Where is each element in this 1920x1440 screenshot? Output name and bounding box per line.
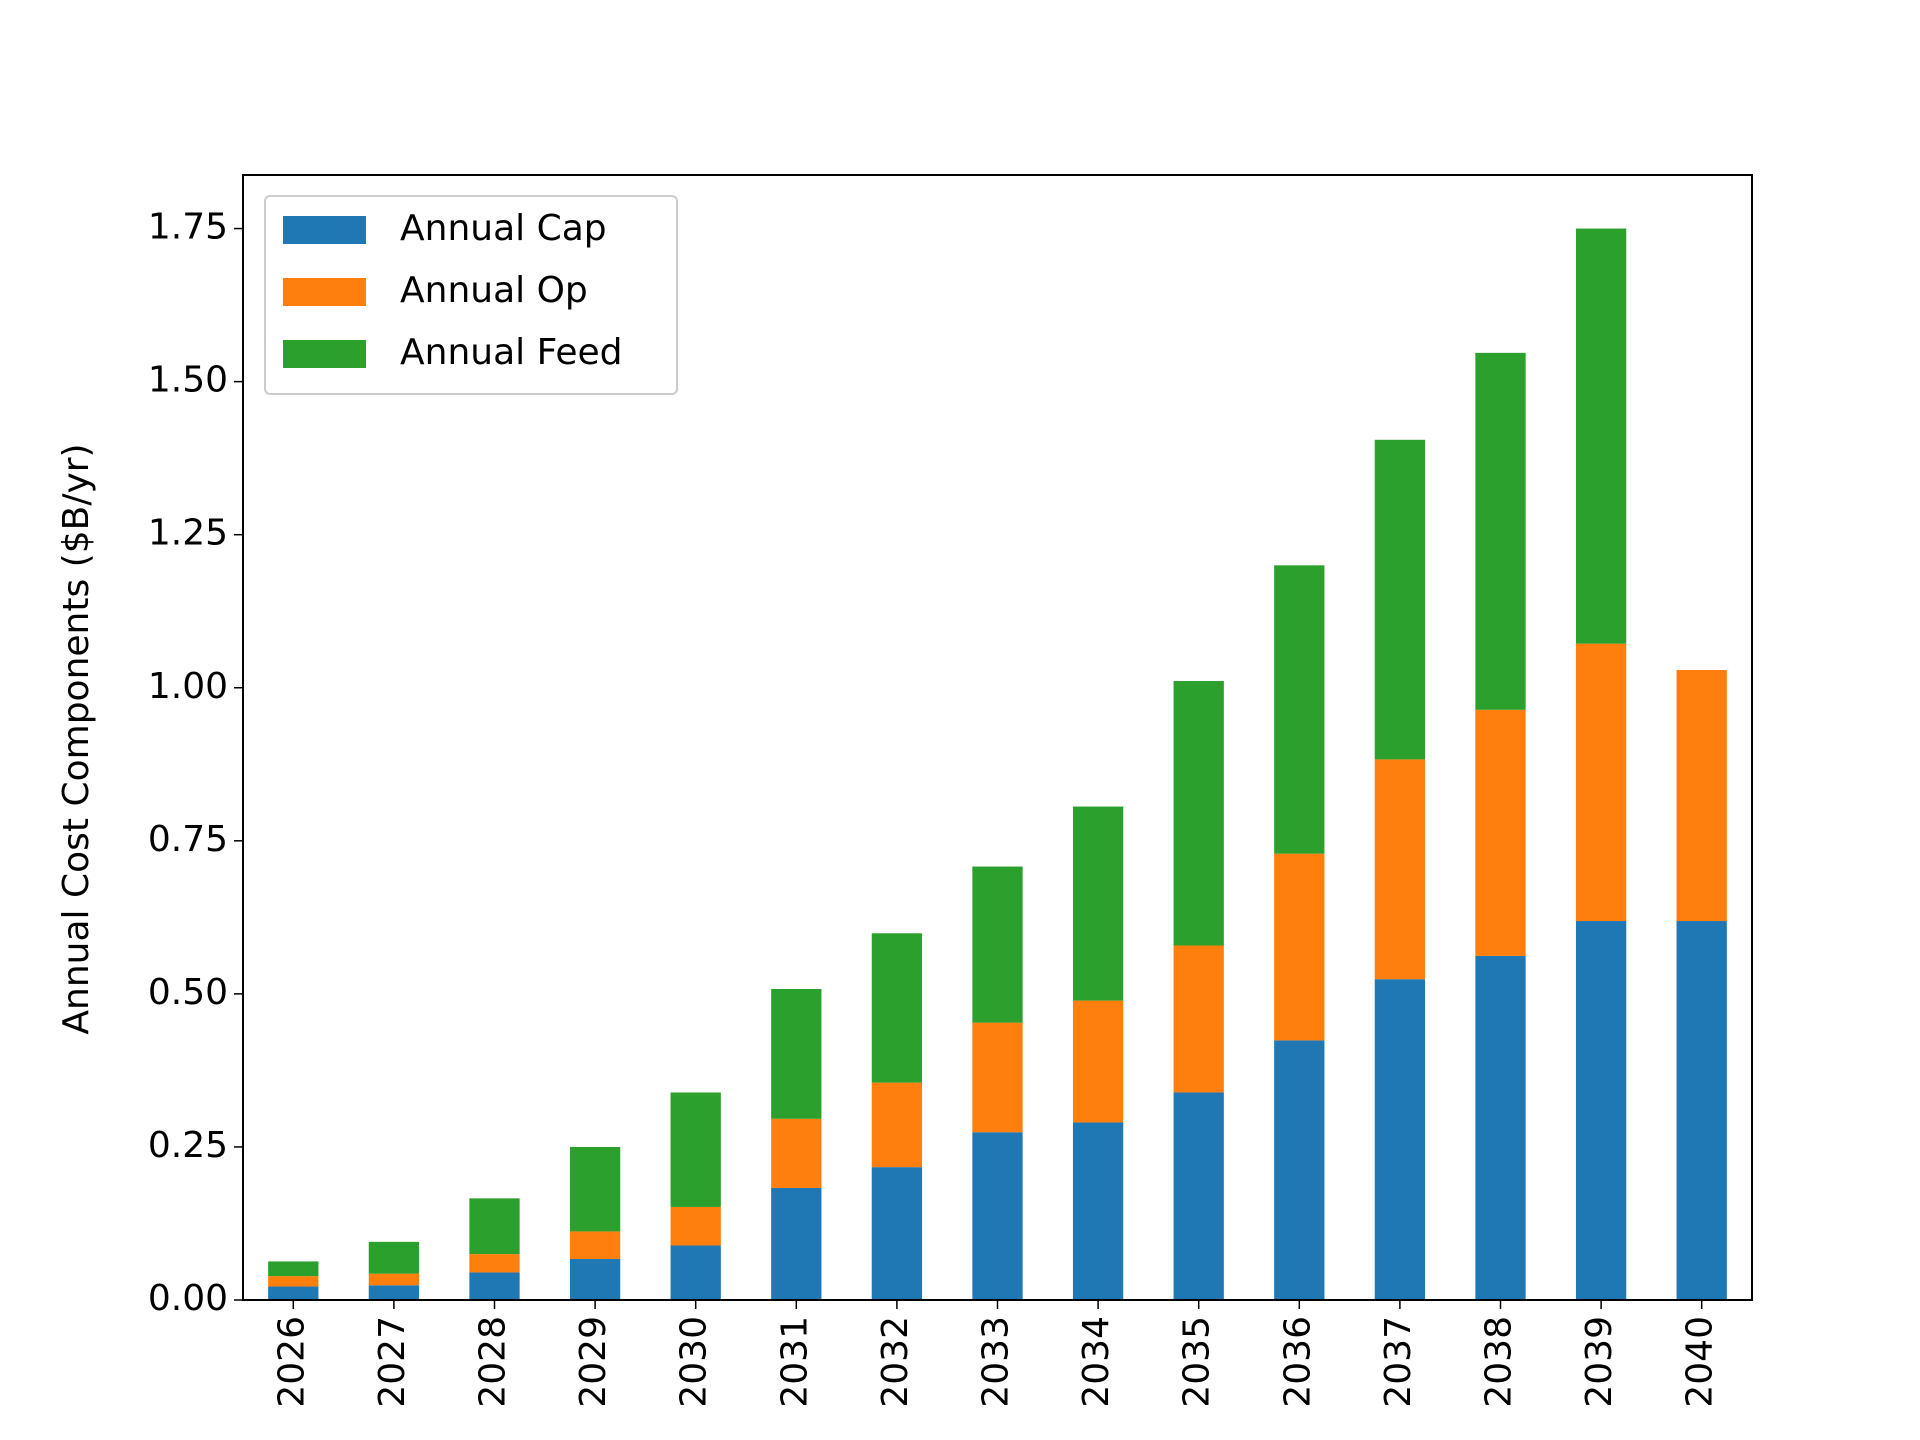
- y-tick-label: 1.75: [148, 207, 228, 248]
- bar-segment: [1274, 853, 1325, 1041]
- bar-segment: [972, 1132, 1023, 1300]
- bar-segment: [1374, 759, 1426, 980]
- y-tick-label: 0.00: [148, 1278, 228, 1319]
- x-tick-label: 2040: [1680, 1316, 1721, 1408]
- bar-segment: [771, 988, 822, 1119]
- x-tick-label: 2033: [976, 1316, 1017, 1408]
- bar-segment: [972, 866, 1023, 1023]
- x-tick-label: 2029: [573, 1316, 614, 1408]
- bar-segment: [1072, 806, 1124, 1001]
- y-tick-label: 0.25: [148, 1125, 228, 1166]
- bar-segment: [1274, 565, 1325, 854]
- bar-segment: [268, 1276, 319, 1287]
- bar-segment: [670, 1092, 721, 1207]
- bar-segment: [670, 1206, 721, 1246]
- bar-segment: [1475, 709, 1526, 956]
- x-tick-label: 2034: [1076, 1316, 1117, 1408]
- bar-segment: [1072, 1122, 1124, 1300]
- x-tick-label: 2035: [1177, 1316, 1218, 1408]
- bar-segment: [1173, 945, 1224, 1093]
- x-tick-label: 2038: [1479, 1316, 1520, 1408]
- bar-segment: [469, 1254, 520, 1273]
- legend-label: Annual Feed: [400, 332, 622, 373]
- bar-segment: [1575, 228, 1627, 644]
- x-tick-label: 2031: [774, 1316, 815, 1408]
- bar-segment: [268, 1286, 319, 1300]
- bar-segment: [569, 1146, 621, 1232]
- bar-segment: [368, 1273, 420, 1286]
- bar-segment: [1173, 1092, 1224, 1300]
- y-tick-label: 0.75: [148, 819, 228, 860]
- legend-label: Annual Cap: [400, 208, 607, 249]
- bar-segment: [1676, 670, 1727, 922]
- bar-segment: [1374, 439, 1426, 760]
- bar-segment: [1475, 955, 1526, 1300]
- legend-label: Annual Op: [400, 270, 588, 311]
- x-tick-label: 2027: [372, 1316, 413, 1408]
- bar-segment: [368, 1285, 420, 1300]
- bar-segment: [1274, 1040, 1325, 1300]
- legend-swatch: [283, 340, 366, 368]
- x-tick-label: 2032: [875, 1316, 916, 1408]
- legend-frame: [264, 195, 678, 395]
- bar-segment: [670, 1245, 721, 1300]
- bar-segment: [368, 1241, 420, 1274]
- bar-segment: [871, 1167, 923, 1300]
- y-tick-label: 1.25: [148, 513, 228, 554]
- x-tick-label: 2030: [674, 1316, 715, 1408]
- bar-segment: [1676, 921, 1727, 1300]
- bar-segment: [871, 933, 923, 1083]
- x-tick-label: 2036: [1277, 1316, 1318, 1408]
- bar-segment: [1072, 1000, 1124, 1123]
- legend: Annual Cap Annual Op Annual Feed: [264, 195, 678, 395]
- plot-frame: [242, 174, 1753, 1301]
- bar-segment: [1173, 681, 1224, 946]
- y-axis-label: Annual Cost Components ($B/yr): [56, 443, 97, 1034]
- legend-swatch: [283, 278, 366, 306]
- y-tick-label: 1.00: [148, 666, 228, 707]
- bar-segment: [469, 1272, 520, 1300]
- bar-segment: [771, 1118, 822, 1188]
- bar-segment: [1374, 979, 1426, 1300]
- bar-segment: [268, 1261, 319, 1277]
- x-tick-label: 2026: [271, 1316, 312, 1408]
- bar-segment: [569, 1231, 621, 1259]
- bar-segment: [1575, 921, 1627, 1300]
- legend-swatch: [283, 216, 366, 244]
- x-tick-label: 2039: [1579, 1316, 1620, 1408]
- bar-segment: [771, 1187, 822, 1300]
- bar-segment: [972, 1022, 1023, 1133]
- bar-segment: [871, 1082, 923, 1168]
- x-tick-label: 2028: [473, 1316, 514, 1408]
- bar-segment: [569, 1258, 621, 1300]
- bar-segment: [1575, 643, 1627, 922]
- bar-segment: [469, 1198, 520, 1255]
- bar-segment: [1475, 352, 1526, 710]
- y-tick-label: 0.50: [148, 972, 228, 1013]
- x-tick-label: 2037: [1378, 1316, 1419, 1408]
- y-tick-label: 1.50: [148, 360, 228, 401]
